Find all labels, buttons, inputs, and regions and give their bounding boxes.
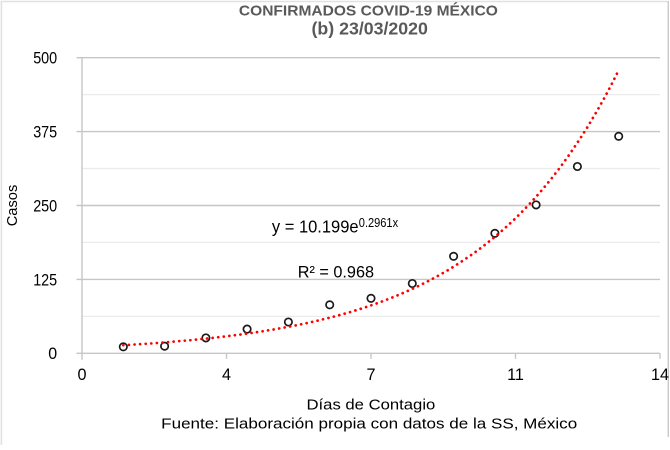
svg-text:CONFIRMADOS COVID-19 MÉXICO: CONFIRMADOS COVID-19 MÉXICO bbox=[239, 2, 498, 19]
svg-text:250: 250 bbox=[33, 197, 57, 215]
svg-text:11: 11 bbox=[507, 366, 524, 384]
svg-text:Casos: Casos bbox=[5, 185, 21, 227]
svg-text:0: 0 bbox=[48, 345, 57, 363]
svg-text:y = 10.199e: y = 10.199e bbox=[272, 217, 359, 237]
svg-text:375: 375 bbox=[33, 124, 57, 142]
svg-text:Fuente: Elaboración propia con: Fuente: Elaboración propia con datos de … bbox=[161, 416, 577, 433]
svg-text:4: 4 bbox=[222, 366, 231, 384]
svg-text:(b) 23/03/2020: (b) 23/03/2020 bbox=[312, 18, 428, 38]
svg-text:125: 125 bbox=[33, 271, 57, 289]
svg-text:0: 0 bbox=[77, 366, 86, 384]
svg-text:0.2961x: 0.2961x bbox=[359, 216, 399, 230]
svg-text:R² = 0.968: R² = 0.968 bbox=[298, 263, 374, 282]
svg-text:Días de Contagio: Días de Contagio bbox=[307, 397, 436, 414]
svg-text:14: 14 bbox=[651, 366, 669, 384]
svg-text:500: 500 bbox=[33, 50, 57, 68]
svg-text:7: 7 bbox=[366, 366, 375, 384]
